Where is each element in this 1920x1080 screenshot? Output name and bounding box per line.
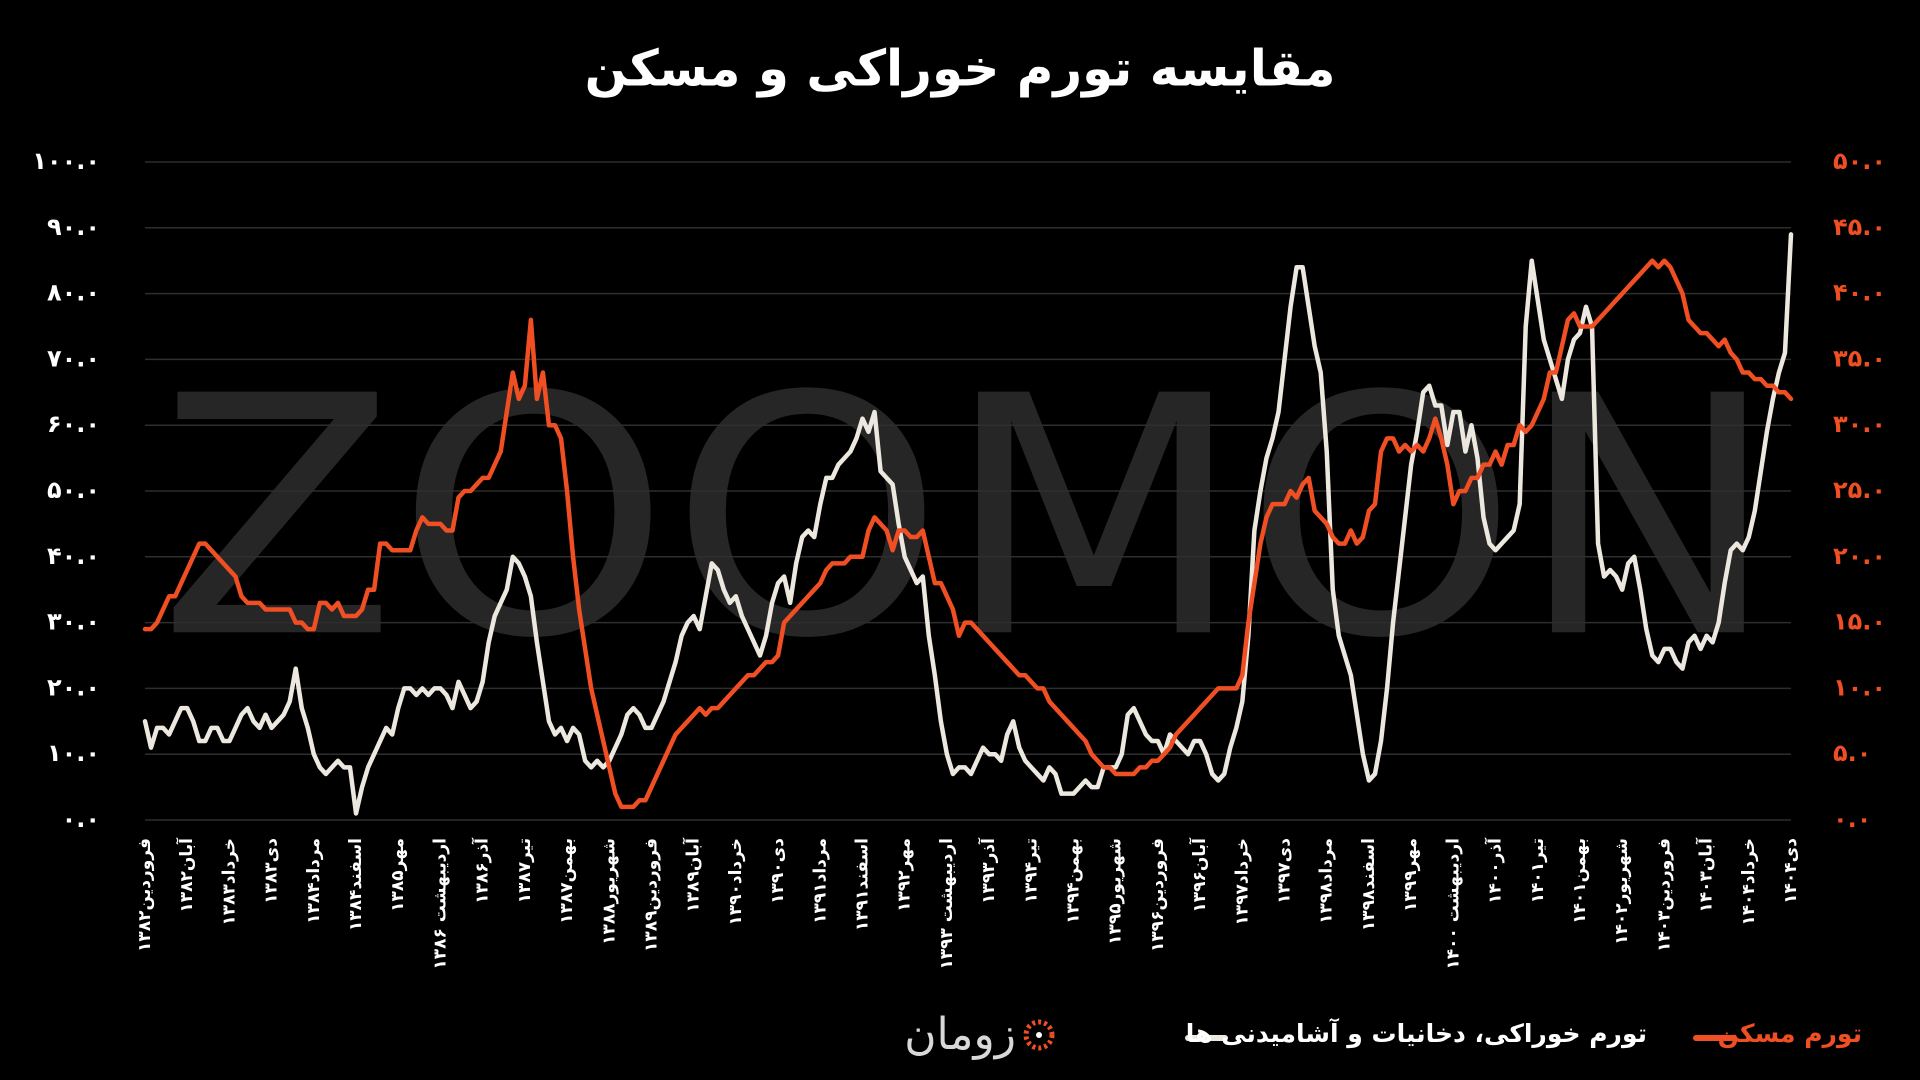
- y-tick-label: ۹۰.۰: [47, 213, 100, 241]
- y-tick-label: ۲۰.۰: [47, 673, 100, 701]
- x-tick-label: اردیبهشت ۱۳۹۳: [937, 838, 957, 970]
- x-tick-label: خرداد۱۳۹۷: [1232, 838, 1252, 926]
- y2-tick-label: ۲۵.۰: [1833, 476, 1886, 504]
- brand-name: زومان: [904, 1009, 1016, 1060]
- y-tick-label: ۵۰.۰: [47, 476, 100, 504]
- x-tick-label: آبان۱۳۹۶: [1188, 837, 1210, 913]
- y2-tick-label: ۵۰.۰: [1833, 147, 1886, 175]
- x-tick-label: آذر۱۴۰۰: [1484, 837, 1506, 904]
- x-tick-label: مهر۱۳۸۵: [388, 838, 408, 912]
- logo-dot: [1036, 1032, 1042, 1038]
- x-tick-label: فروردین۱۴۰۳: [1654, 838, 1674, 952]
- y-tick-label: ۱۰۰.۰: [32, 147, 100, 175]
- y-tick-label: ۷۰.۰: [47, 344, 100, 372]
- x-tick-label: بهمن۱۴۰۱: [1570, 838, 1590, 924]
- y2-tick-label: ۰.۰: [1833, 805, 1871, 833]
- x-tick-label: شهریور۱۳۹۵: [1106, 838, 1126, 945]
- y-tick-label: ۶۰.۰: [47, 410, 100, 438]
- series-line: [142, 258, 1794, 810]
- legend-label: تورم خوراکی، دخانیات و آشامیدنی ها: [1186, 1018, 1647, 1049]
- x-tick-label: آبان۱۳۸۹: [682, 837, 704, 913]
- x-tick-label: دی۱۳۹۷: [1275, 838, 1295, 904]
- x-tick-label: دی۱۳۸۳: [262, 838, 282, 904]
- y2-tick-label: ۵.۰: [1833, 739, 1871, 767]
- y-tick-label: ۱۰.۰: [47, 739, 100, 767]
- x-tick-label: اسفند۱۳۹۸: [1359, 838, 1379, 931]
- y2-tick-label: ۱۵.۰: [1833, 608, 1886, 636]
- x-tick-label: اردیبهشت ۱۴۰۰: [1443, 838, 1463, 970]
- x-tick-label: آذر۱۳۸۶: [471, 837, 493, 904]
- x-tick-label: اسفند۱۳۸۴: [346, 838, 366, 931]
- x-tick-label: تیر۱۴۰۱: [1528, 838, 1548, 903]
- x-tick-label: فروردین۱۳۸۹: [641, 838, 661, 952]
- series-line: [142, 232, 1794, 816]
- x-tick-label: دی۱۴۰۴: [1781, 838, 1801, 904]
- x-tick-label: تیر۱۳۸۷: [515, 838, 535, 903]
- x-tick-label: مهر۱۳۹۲: [895, 838, 915, 912]
- y-tick-label: ۳۰.۰: [47, 608, 100, 636]
- x-tick-label: خرداد۱۳۸۳: [219, 838, 239, 926]
- x-tick-label: بهمن۱۳۸۷: [557, 838, 577, 924]
- chart-title: مقایسه تورم خوراکی و مسکن: [585, 40, 1336, 99]
- brand-logo: زومان: [904, 1009, 1055, 1060]
- y-tick-label: ۰.۰: [62, 805, 100, 833]
- x-tick-label: اسفند۱۳۹۱: [852, 838, 872, 931]
- y2-tick-label: ۱۰.۰: [1833, 673, 1886, 701]
- y-tick-label: ۴۰.۰: [47, 542, 100, 570]
- x-tick-label: مرداد۱۳۹۸: [1317, 838, 1337, 924]
- x-tick-label: مهر۱۳۹۹: [1401, 838, 1421, 912]
- x-tick-label: مرداد۱۳۸۴: [304, 838, 324, 924]
- x-tick-label: آبان۱۳۸۲: [175, 837, 197, 913]
- x-tick-label: مرداد۱۳۹۱: [810, 838, 830, 924]
- x-tick-label: فروردین۱۳۸۲: [135, 838, 155, 952]
- y2-tick-label: ۴۵.۰: [1833, 213, 1886, 241]
- y2-tick-label: ۲۰.۰: [1833, 542, 1886, 570]
- x-tick-label: شهریور۱۴۰۲: [1612, 838, 1632, 945]
- y-tick-label: ۸۰.۰: [47, 279, 100, 307]
- x-tick-label: تیر۱۳۹۴: [1021, 838, 1041, 903]
- x-tick-label: آذر۱۳۹۳: [977, 837, 999, 904]
- x-tick-label: شهریور۱۳۸۸: [599, 838, 619, 945]
- x-tick-label: خرداد۱۳۹۰: [726, 838, 746, 926]
- y2-tick-label: ۴۰.۰: [1833, 279, 1886, 307]
- y2-tick-label: ۳۰.۰: [1833, 410, 1886, 438]
- watermark: ZOOMON: [158, 326, 1778, 710]
- y2-tick-label: ۳۵.۰: [1833, 344, 1886, 372]
- legend-label: تورم مسکن: [1718, 1019, 1862, 1049]
- x-tick-label: اردیبهشت ۱۳۸۶: [430, 838, 450, 970]
- logo-icon: [1023, 1019, 1055, 1051]
- x-tick-label: بهمن۱۳۹۴: [1064, 838, 1084, 924]
- plot-area: [142, 232, 1794, 816]
- x-tick-label: فروردین۱۳۹۶: [1148, 838, 1168, 952]
- x-tick-label: آبان۱۴۰۳: [1695, 837, 1717, 913]
- x-tick-label: دی۱۳۹۰: [768, 838, 788, 904]
- x-tick-label: خرداد۱۴۰۴: [1739, 838, 1759, 926]
